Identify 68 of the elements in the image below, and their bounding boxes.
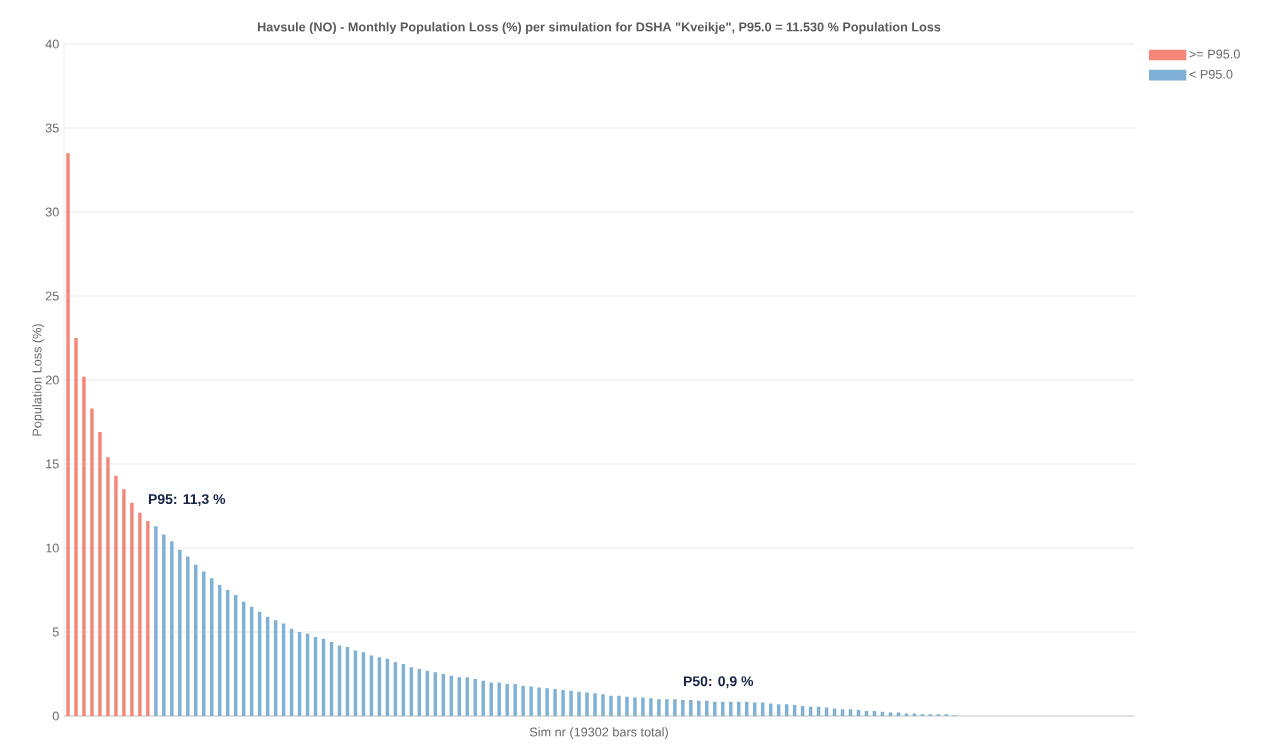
bar [569, 690, 573, 716]
bar [98, 432, 102, 716]
bar [617, 695, 621, 716]
bar [689, 700, 693, 716]
bar [681, 700, 685, 716]
annotation: P95: 11,3 % [148, 494, 226, 507]
y-tick-label: 5 [52, 627, 59, 637]
bar [545, 688, 549, 716]
x-axis-title: Sim nr (19302 bars total) [529, 727, 668, 739]
bar [106, 457, 110, 716]
y-tick-label: 15 [46, 459, 59, 469]
bar [577, 691, 581, 716]
bar [856, 710, 861, 716]
bar [721, 701, 725, 716]
bar [170, 541, 174, 716]
bar [186, 556, 190, 716]
bar [529, 686, 533, 716]
bar [489, 682, 493, 716]
bar [665, 699, 669, 716]
bar [553, 689, 557, 716]
bar [513, 684, 517, 716]
bar [497, 682, 501, 716]
bar [122, 489, 126, 716]
y-tick-label: 35 [45, 123, 59, 133]
bar [481, 680, 485, 716]
y-tick-label: 0 [52, 711, 59, 721]
bar [561, 689, 565, 716]
y-axis-title: Population Loss (%) [32, 324, 45, 436]
legend-label: < P95.0 [1189, 69, 1233, 79]
bar [697, 700, 701, 716]
bar [609, 695, 613, 716]
y-tick-label: 10 [46, 543, 59, 553]
bar [840, 709, 845, 716]
bar [521, 685, 525, 716]
bar [66, 153, 70, 716]
bar [585, 692, 589, 716]
bar [601, 694, 605, 716]
bar [848, 709, 853, 716]
bar [537, 687, 541, 716]
bar [649, 698, 653, 716]
bar [713, 701, 717, 716]
bar [705, 700, 709, 716]
y-tick-label: 20 [45, 375, 59, 385]
bar [832, 708, 837, 716]
legend-label: >= P95.0 [1189, 49, 1240, 59]
bar [74, 337, 78, 716]
bar [154, 526, 158, 716]
bar [82, 376, 86, 716]
y-tick-label: 25 [45, 291, 59, 301]
bar [162, 534, 166, 716]
bar [90, 408, 94, 716]
bar [625, 696, 629, 716]
y-tick-label: 40 [45, 39, 59, 49]
bar [633, 697, 637, 716]
bar [505, 684, 509, 716]
annotation: P50: 0,9 % [683, 676, 754, 689]
bar [641, 697, 645, 716]
bar [904, 713, 909, 716]
bar [138, 512, 142, 716]
bar [593, 693, 597, 716]
bar [114, 475, 118, 716]
bar [912, 713, 917, 716]
bar [130, 502, 134, 716]
bar [657, 699, 661, 716]
y-tick-label: 30 [45, 207, 59, 217]
bar [178, 549, 182, 716]
chart-title: Havsule (NO) - Monthly Population Loss (%) per simulation for DSHA "Kveikje", P95.0 = 11.530 % Population Loss [257, 22, 941, 34]
bar [673, 699, 677, 716]
